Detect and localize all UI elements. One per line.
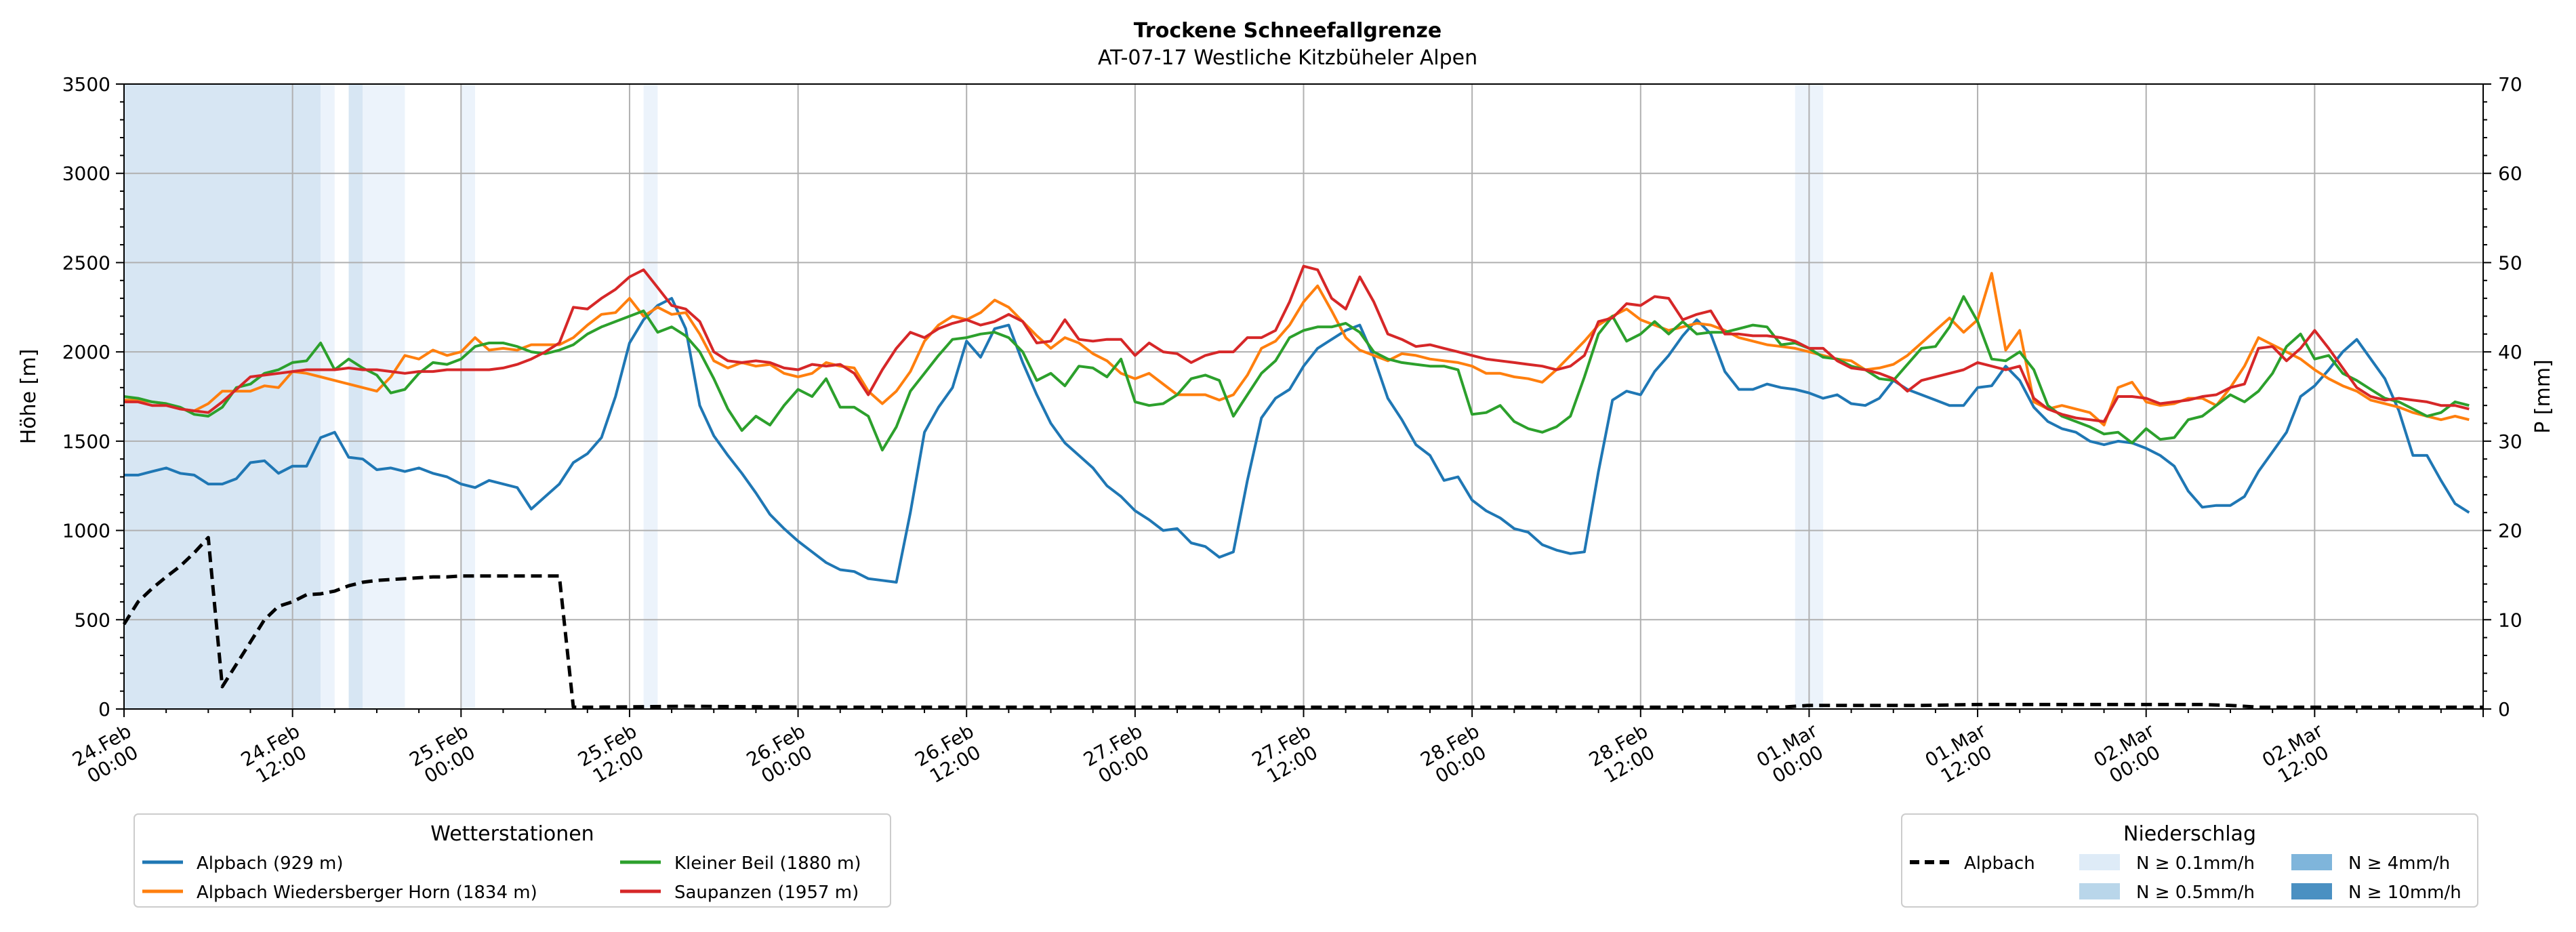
precip-legend-title: Niederschlag <box>2123 822 2256 846</box>
x-tick-label: 01.Mar12:00 <box>1921 719 2001 790</box>
precip-band <box>363 84 405 709</box>
x-tick-label: 27.Feb00:00 <box>1080 720 1157 790</box>
precip-legend: Niederschlag Alpbach N ≥ 0.1mm/h N ≥ 0.5m… <box>1901 813 2478 908</box>
y2-tick-label: 60 <box>2498 163 2522 185</box>
x-axis: 24.Feb00:00 24.Feb12:00 25.Feb00:00 25.Feb1… <box>68 709 2484 790</box>
x-tick-label: 02.Mar00:00 <box>2090 719 2169 790</box>
precip-band <box>321 84 335 709</box>
precip-legend-swatch <box>2291 854 2332 870</box>
x-tick-label: 02.Mar12:00 <box>2258 719 2337 790</box>
precip-legend-label: N ≥ 10mm/h <box>2348 883 2461 903</box>
y2-axis-label: P [mm] <box>2531 359 2555 433</box>
stations-legend-label: Alpbach Wiedersberger Horn (1834 m) <box>197 883 537 903</box>
stations-legend-entries: Alpbach (929 m) Alpbach Wiedersberger Hor… <box>142 853 861 903</box>
series-line-3 <box>123 295 2470 451</box>
precip-legend-entries: N ≥ 0.1mm/h N ≥ 0.5mm/h N ≥ 4mm/h N ≥ 10mm/… <box>2079 853 2461 903</box>
precip-band <box>461 84 476 709</box>
y-tick-label: 1000 <box>62 520 110 542</box>
precip-legend-swatch <box>2079 854 2120 870</box>
precip-legend-box <box>1901 813 2478 908</box>
y2-tick-label: 70 <box>2498 73 2522 96</box>
y-axis-right: 0 10 20 30 40 50 60 70 <box>2483 73 2522 721</box>
stations-legend-label: Kleiner Beil (1880 m) <box>674 853 861 874</box>
chart-subtitle: AT-07-17 Westliche Kitzbüheler Alpen <box>1098 46 1477 70</box>
y2-tick-label: 30 <box>2498 430 2522 453</box>
stations-legend-title: Wetterstationen <box>430 822 594 846</box>
series-line-4 <box>124 264 2470 423</box>
precip-band <box>643 84 658 709</box>
x-tick-label: 27.Feb12:00 <box>1248 720 1326 790</box>
chart-title: Trockene Schneefallgrenze <box>1134 19 1442 43</box>
x-tick-label: 26.Feb12:00 <box>911 720 988 790</box>
y-axis-left: 0 500 1000 1500 2000 2500 3000 3500 <box>62 73 124 721</box>
precip-band <box>124 84 321 709</box>
stations-legend-label: Alpbach (929 m) <box>197 853 344 874</box>
precip-band <box>348 84 363 709</box>
y-tick-label: 3000 <box>62 163 110 185</box>
y-tick-label: 0 <box>98 698 110 721</box>
x-tick-label: 25.Feb00:00 <box>406 720 483 790</box>
y-tick-label: 2000 <box>62 341 110 363</box>
precip-legend-label: N ≥ 0.1mm/h <box>2136 853 2255 874</box>
precip-legend-line-label: Alpbach <box>1964 853 2035 874</box>
x-tick-label: 28.Feb00:00 <box>1416 720 1494 790</box>
y2-tick-label: 0 <box>2498 698 2510 721</box>
x-tick-label: 28.Feb12:00 <box>1585 720 1662 790</box>
x-tick-label: 01.Mar00:00 <box>1753 719 1832 790</box>
y-tick-label: 3500 <box>62 73 110 96</box>
y2-tick-label: 40 <box>2498 341 2522 363</box>
y-tick-label: 500 <box>75 609 110 631</box>
series-lines <box>122 264 2483 709</box>
x-tick-label: 24.Feb00:00 <box>68 720 146 790</box>
y-axis-label: Höhe [m] <box>17 349 41 445</box>
series-line-2 <box>124 272 2470 427</box>
x-tick-label: 24.Feb12:00 <box>237 720 314 790</box>
x-tick-label: 26.Feb00:00 <box>743 720 820 790</box>
stations-legend: Wetterstationen Alpbach (929 m) Alpbach W… <box>134 813 891 908</box>
stations-legend-box <box>134 813 891 908</box>
precip-legend-swatch <box>2291 883 2332 899</box>
y-tick-label: 1500 <box>62 430 110 453</box>
precipitation-bands <box>124 84 1824 709</box>
series-line-5 <box>122 535 2483 709</box>
y2-tick-label: 20 <box>2498 520 2522 542</box>
stations-legend-label: Saupanzen (1957 m) <box>674 883 859 903</box>
y-tick-label: 2500 <box>62 251 110 274</box>
series-line-1 <box>124 297 2470 584</box>
precip-legend-swatch <box>2079 883 2120 899</box>
y2-tick-label: 10 <box>2498 609 2522 631</box>
y2-tick-label: 50 <box>2498 251 2522 274</box>
precip-legend-label: N ≥ 4mm/h <box>2348 853 2450 874</box>
precip-legend-label: N ≥ 0.5mm/h <box>2136 883 2255 903</box>
x-tick-label: 25.Feb12:00 <box>574 720 651 790</box>
